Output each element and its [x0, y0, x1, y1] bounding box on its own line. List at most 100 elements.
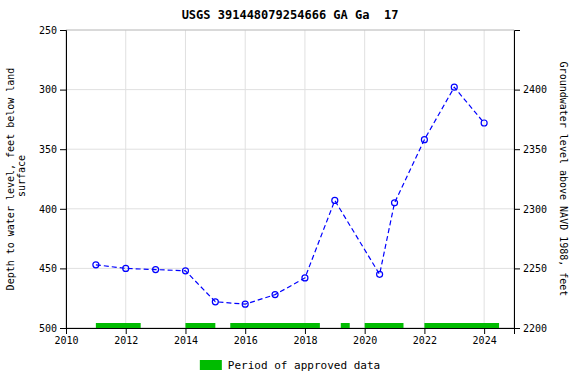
y-axis-tick-mark: [60, 268, 66, 269]
y-axis-tick-label: 450: [39, 263, 57, 274]
series-line: [96, 87, 484, 304]
y-axis-tick: 300: [39, 84, 66, 95]
x-axis-tick-mark: [185, 328, 186, 334]
y2-axis-tick: 2300: [514, 204, 547, 215]
series-point: [421, 137, 427, 143]
series-point: [302, 275, 308, 281]
plot-area: 2010 2012 2014 2016 2018 2020 2022 2024 250 300 35…: [5, 25, 569, 346]
x-axis-tick-mark: [245, 328, 246, 334]
y2-axis-tick-label: 2400: [523, 84, 547, 95]
series-point: [272, 292, 278, 298]
approved-period: [185, 323, 215, 328]
y-axis-line: [60, 31, 67, 329]
title: USGS 391448079254666 GA Ga 17: [182, 8, 399, 22]
y2-axis-tick: 2200: [514, 323, 547, 334]
x-axis-tick-label: 2010: [54, 335, 78, 346]
series-point: [212, 299, 218, 305]
grid-line-x: [185, 30, 186, 328]
x-axis-tick-mark: [484, 328, 485, 334]
series-point: [481, 120, 487, 126]
plot-frame: [66, 30, 514, 328]
y2-axis-tick-mark: [514, 268, 520, 269]
y2-axis-tick-mark: [514, 90, 520, 91]
y2-axis-tick-label: 2250: [523, 263, 547, 274]
x-axis-tick: 2014: [174, 328, 198, 346]
y-axis-tick-label: 350: [39, 144, 57, 155]
series-point: [392, 200, 398, 206]
x-axis-tick-mark: [424, 328, 425, 334]
legend-label: Period of approved data: [228, 359, 380, 372]
x-axis-tick: 2018: [293, 328, 317, 346]
x-axis: 2010 2012 2014 2016 2018 2020 2022 2024: [54, 328, 514, 346]
y2-axis-title: Groundwater level above NAVD 1988, feet: [558, 62, 569, 297]
y-axis-tick-mark: [60, 209, 66, 210]
grid-line-x: [364, 30, 365, 328]
y-axis-tick: 250: [39, 25, 66, 36]
x-axis-tick-label: 2012: [114, 335, 138, 346]
x-axis-tick: 2022: [413, 328, 437, 346]
y2-axis-tick-label: 2200: [523, 323, 547, 334]
y-axis-title: Depth to water level, feet below land su…: [5, 68, 27, 291]
y-axis-tick-mark: [60, 149, 66, 150]
y2-axis: 2200 2250 2300 2350 2400: [514, 31, 547, 334]
x-axis-line: [67, 329, 515, 335]
y-axis-tick-label: 250: [39, 25, 57, 36]
legend-swatch: [200, 360, 222, 370]
y-axis: 250 300 350 400 450 500: [39, 25, 67, 334]
y2-axis-line: [515, 31, 521, 329]
x-axis-tick-label: 2022: [413, 335, 437, 346]
series-point: [153, 267, 159, 273]
x-axis-tick: 2012: [114, 328, 138, 346]
y2-axis-tick-mark: [514, 209, 520, 210]
approved-period: [341, 323, 350, 328]
x-axis-tick: 2016: [234, 328, 258, 346]
y2-axis-tick-label: 2300: [523, 204, 547, 215]
legend: Period of approved data: [200, 359, 380, 372]
approved-period: [365, 323, 404, 328]
y2-axis-tick: 2350: [514, 144, 547, 155]
approved-period: [230, 323, 320, 328]
grid: [66, 30, 514, 328]
grid-line-x: [484, 30, 485, 328]
x-axis-tick-mark: [126, 328, 127, 334]
y-axis-tick: 500: [39, 323, 66, 334]
approved-period: [96, 323, 141, 328]
grid-line-x: [424, 30, 425, 328]
grid-line-y: [66, 268, 514, 269]
y2-axis-tick: 2400: [514, 84, 547, 95]
series-point: [377, 271, 383, 277]
y2-axis-tick: 2250: [514, 263, 547, 274]
x-axis-tick-label: 2024: [473, 335, 497, 346]
y-axis-tick-label: 300: [39, 84, 57, 95]
y-axis-tick-mark: [60, 30, 66, 31]
grid-line-y: [66, 149, 514, 150]
grid-line-y: [66, 89, 514, 90]
y-axis-tick-label: 400: [39, 204, 57, 215]
x-axis-tick-label: 2014: [174, 335, 198, 346]
x-axis-tick-label: 2020: [353, 335, 377, 346]
y-axis-tick-mark: [60, 90, 66, 91]
y-axis-tick-mark: [60, 328, 66, 329]
grid-line-x: [304, 30, 305, 328]
y-axis-tick: 450: [39, 263, 66, 274]
series-point: [451, 84, 457, 90]
grid-line-y: [66, 208, 514, 209]
y2-axis-tick-label: 2350: [523, 144, 547, 155]
x-axis-tick-mark: [305, 328, 306, 334]
series-point: [332, 197, 338, 203]
x-axis-tick: 2010: [54, 328, 78, 346]
x-axis-tick-label: 2016: [234, 335, 258, 346]
y-axis-tick: 400: [39, 204, 66, 215]
x-axis-tick-mark: [365, 328, 366, 334]
y2-axis-tick-mark: [514, 149, 520, 150]
chart: 2010 2012 2014 2016 2018 2020 2022 2024 250 300 35…: [0, 0, 576, 384]
series-point: [93, 262, 99, 268]
x-axis-tick-label: 2018: [293, 335, 317, 346]
grid-line-x: [125, 30, 126, 328]
x-axis-tick: 2024: [473, 328, 497, 346]
series-point: [123, 265, 129, 271]
approved-period: [424, 323, 499, 328]
y-axis-tick-label: 500: [39, 323, 57, 334]
y2-axis-tick-mark: [514, 328, 520, 329]
grid-line-x: [245, 30, 246, 328]
